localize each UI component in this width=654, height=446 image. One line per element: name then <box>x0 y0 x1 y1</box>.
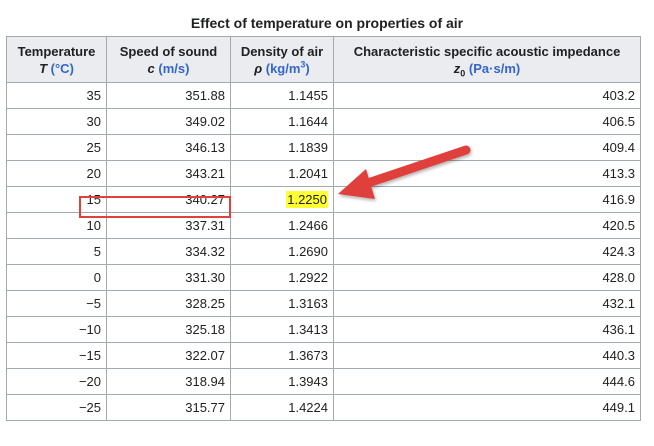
density-unit-post: ) <box>305 60 310 76</box>
cell-speed: 346.13 <box>106 134 231 161</box>
cell-speed: 318.94 <box>106 368 231 395</box>
table-row: −15 322.07 1.3673 440.3 <box>6 342 641 369</box>
table-row: 10 337.31 1.2466 420.5 <box>6 212 641 239</box>
cell-speed: 340.27 <box>106 186 231 213</box>
header-density-unit-link[interactable]: (kg/m3) <box>265 59 310 76</box>
cell-speed: 337.31 <box>106 212 231 239</box>
cell-impedance: 428.0 <box>333 264 641 291</box>
cell-impedance: 432.1 <box>333 290 641 317</box>
cell-impedance: 413.3 <box>333 160 641 187</box>
cell-impedance: 424.3 <box>333 238 641 265</box>
cell-temperature: −10 <box>6 316 107 343</box>
cell-density: 1.2041 <box>230 160 334 187</box>
header-impedance-symbol: z <box>453 60 461 76</box>
cell-temperature: 30 <box>6 108 107 135</box>
header-speed-unit-link[interactable]: (m/s) <box>158 60 190 76</box>
cell-speed: 328.25 <box>106 290 231 317</box>
cell-temperature: −15 <box>6 342 107 369</box>
cell-temperature: −20 <box>6 368 107 395</box>
cell-density: 1.3413 <box>230 316 334 343</box>
table-row: 0 331.30 1.2922 428.0 <box>6 264 641 291</box>
cell-density: 1.4224 <box>230 394 334 421</box>
table-row: 30 349.02 1.1644 406.5 <box>6 108 641 135</box>
header-temperature-symbol: T <box>39 60 48 76</box>
cell-speed: 331.30 <box>106 264 231 291</box>
cell-temperature: 15 <box>6 186 107 213</box>
cell-temperature: 35 <box>6 82 107 109</box>
table-row: −10 325.18 1.3413 436.1 <box>6 316 641 343</box>
cell-temperature: 25 <box>6 134 107 161</box>
header-row: Temperature T (°C) Speed of sound c (m/s… <box>6 36 641 83</box>
cell-speed: 322.07 <box>106 342 231 369</box>
density-unit-pre: (kg/m <box>265 60 301 76</box>
table-caption: Effect of temperature on properties of a… <box>190 15 464 31</box>
cell-density: 1.1839 <box>230 134 334 161</box>
header-impedance-subscript: 0 <box>460 68 466 79</box>
table-row-highlighted: 15 340.27 1.2250 416.9 <box>6 186 641 213</box>
table-row: 25 346.13 1.1839 409.4 <box>6 134 641 161</box>
cell-speed: 351.88 <box>106 82 231 109</box>
cell-speed: 334.32 <box>106 238 231 265</box>
cell-impedance: 436.1 <box>333 316 641 343</box>
cell-density: 1.1455 <box>230 82 334 109</box>
table-row: −25 315.77 1.4224 449.1 <box>6 394 641 421</box>
header-temperature-unit-link[interactable]: (°C) <box>50 60 74 76</box>
cell-density: 1.1644 <box>230 108 334 135</box>
cell-impedance: 409.4 <box>333 134 641 161</box>
table-row: −5 328.25 1.3163 432.1 <box>6 290 641 317</box>
cell-temperature: −5 <box>6 290 107 317</box>
air-properties-table: Temperature T (°C) Speed of sound c (m/s… <box>6 36 641 421</box>
density-unit-sup: 3 <box>300 59 306 70</box>
cell-temperature: 5 <box>6 238 107 265</box>
header-temperature: Temperature T (°C) <box>6 36 107 83</box>
header-speed-of-sound: Speed of sound c (m/s) <box>106 36 231 83</box>
cell-impedance: 406.5 <box>333 108 641 135</box>
cell-impedance: 440.3 <box>333 342 641 369</box>
header-speed-label: Speed of sound <box>119 43 218 59</box>
cell-density: 1.3163 <box>230 290 334 317</box>
cell-speed: 343.21 <box>106 160 231 187</box>
cell-temperature: 0 <box>6 264 107 291</box>
header-density: Density of air ρ (kg/m3) <box>230 36 334 83</box>
header-impedance: Characteristic specific acoustic impedan… <box>333 36 641 83</box>
cell-impedance: 420.5 <box>333 212 641 239</box>
cell-density: 1.2466 <box>230 212 334 239</box>
cell-density: 1.3673 <box>230 342 334 369</box>
table-row: 20 343.21 1.2041 413.3 <box>6 160 641 187</box>
cell-density: 1.3943 <box>230 368 334 395</box>
cell-temperature: −25 <box>6 394 107 421</box>
table-row: −20 318.94 1.3943 444.6 <box>6 368 641 395</box>
cell-speed: 325.18 <box>106 316 231 343</box>
cell-density: 1.2922 <box>230 264 334 291</box>
header-density-label: Density of air <box>240 43 324 59</box>
header-density-symbol: ρ <box>254 60 263 76</box>
cell-density: 1.2250 <box>230 186 334 213</box>
header-temperature-label: Temperature <box>17 43 96 59</box>
cell-impedance: 449.1 <box>333 394 641 421</box>
header-impedance-label: Characteristic specific acoustic impedan… <box>353 43 621 59</box>
header-speed-symbol: c <box>147 60 155 76</box>
cell-impedance: 444.6 <box>333 368 641 395</box>
cell-impedance: 403.2 <box>333 82 641 109</box>
header-impedance-unit-link[interactable]: (Pa·s/m) <box>468 60 521 76</box>
density-highlight: 1.2250 <box>286 191 328 208</box>
table-row: 5 334.32 1.2690 424.3 <box>6 238 641 265</box>
cell-temperature: 10 <box>6 212 107 239</box>
cell-impedance: 416.9 <box>333 186 641 213</box>
cell-speed: 315.77 <box>106 394 231 421</box>
cell-density: 1.2690 <box>230 238 334 265</box>
cell-speed: 349.02 <box>106 108 231 135</box>
cell-temperature: 20 <box>6 160 107 187</box>
table-row: 35 351.88 1.1455 403.2 <box>6 82 641 109</box>
